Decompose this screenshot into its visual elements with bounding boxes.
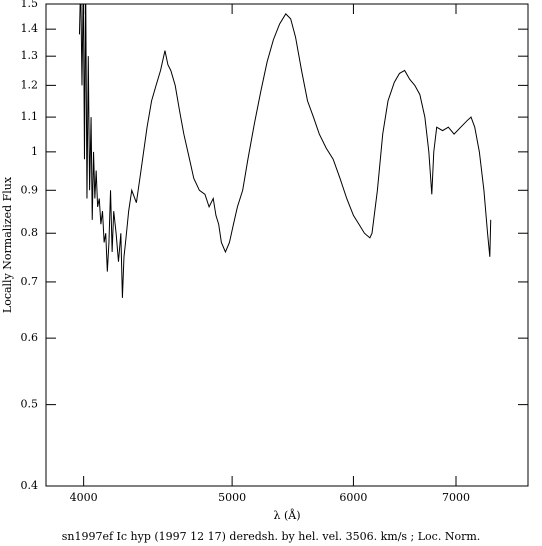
- x-axis-label: λ (Å): [274, 508, 301, 522]
- spectrum-line: [78, 4, 492, 298]
- y-tick-label: 1.4: [21, 22, 39, 35]
- x-tick-label: 4000: [70, 491, 98, 504]
- y-tick-label: 0.9: [21, 183, 39, 196]
- caption: sn1997ef Ic hyp (1997 12 17) deredsh. by…: [62, 530, 481, 543]
- y-axis-label: Locally Normalized Flux: [1, 176, 14, 313]
- plot-frame: [45, 3, 529, 487]
- y-tick-label: 1.3: [21, 49, 39, 62]
- x-tick-label: 5000: [218, 491, 246, 504]
- y-tick-label: 0.6: [21, 331, 39, 344]
- y-tick-label: 0.8: [21, 226, 39, 239]
- y-tick-label: 0.4: [21, 479, 39, 492]
- y-tick-label: 1.2: [21, 78, 39, 91]
- x-tick-label: 6000: [339, 491, 367, 504]
- y-tick-label: 0.7: [21, 275, 39, 288]
- y-tick-label: 1.5: [21, 0, 39, 10]
- y-tick-label: 1.1: [21, 110, 39, 123]
- x-tick-label: 7000: [442, 491, 470, 504]
- y-tick-label: 1: [31, 145, 38, 158]
- y-tick-label: 0.5: [21, 398, 39, 411]
